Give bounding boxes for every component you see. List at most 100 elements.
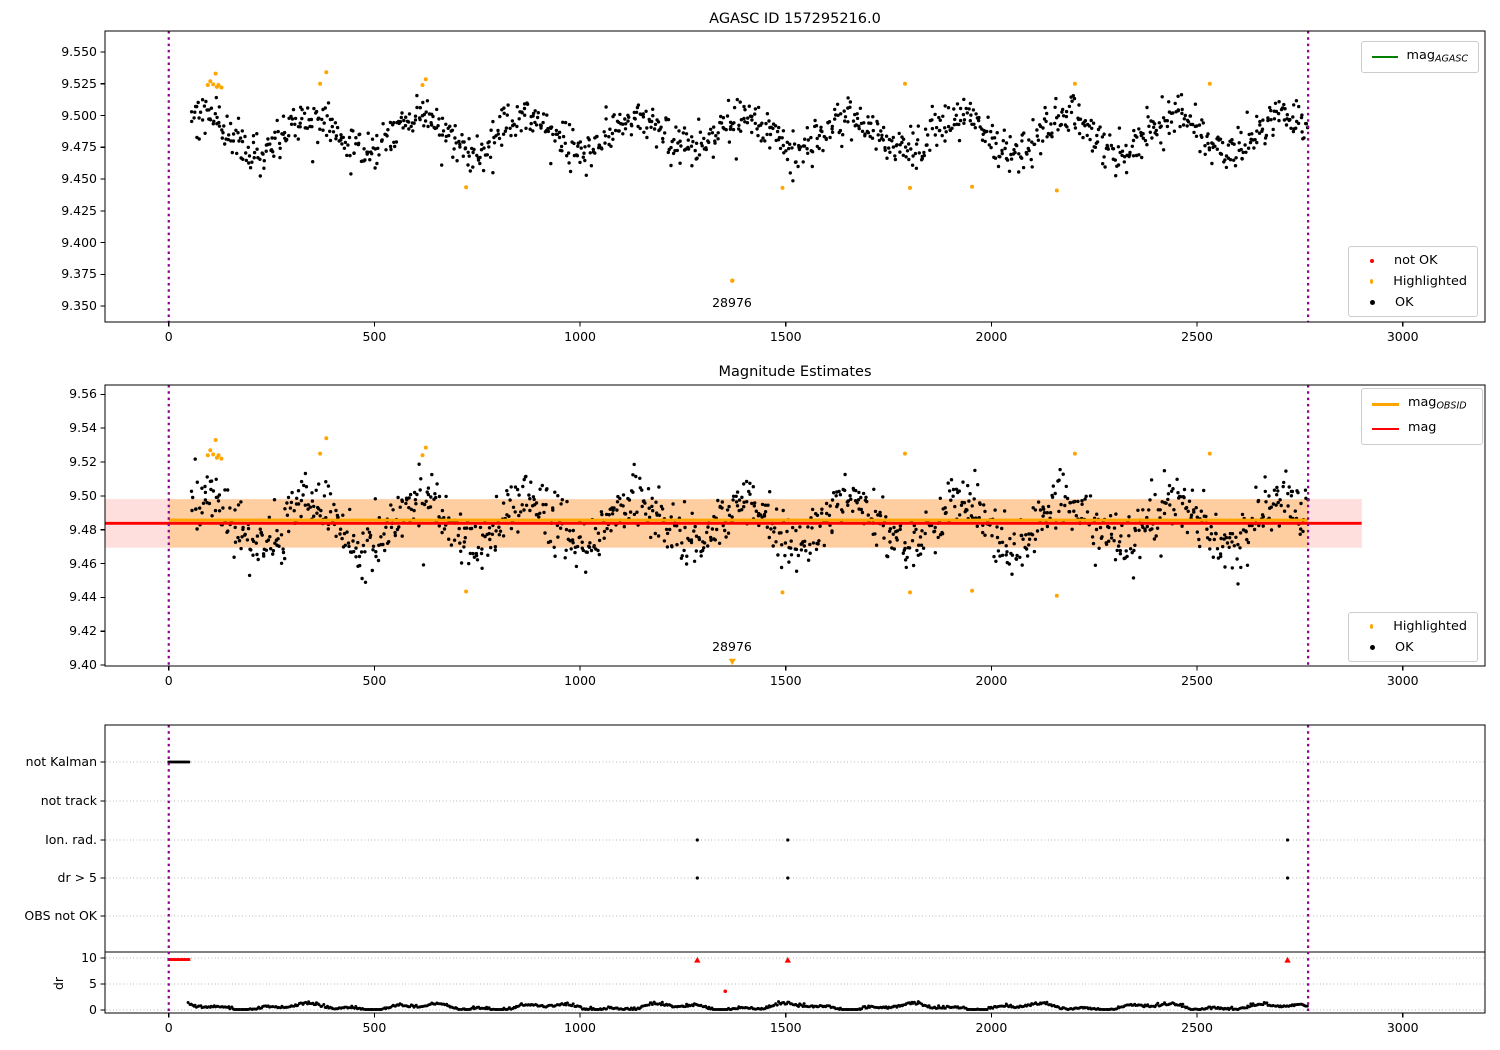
legend-item-label: Highlighted (1393, 274, 1467, 289)
y-tick-label: 9.50 (69, 487, 97, 503)
y-tick-label: 9.425 (61, 202, 97, 218)
dr-tick-label: 10 (81, 950, 97, 965)
ok-marker-icon (1370, 300, 1375, 305)
dr-curve (186, 1000, 1309, 1011)
dr-clip-triangles (694, 956, 1291, 963)
y-tick-label: 9.44 (69, 589, 97, 605)
annotated-point-top (730, 278, 735, 283)
y-tick-label: 9.54 (69, 420, 97, 436)
middle-plot-title: Magnitude Estimates (718, 364, 872, 380)
dr-clip-run (167, 958, 191, 961)
x-tick-label: 1000 (564, 329, 596, 344)
x-tick-label: 2000 (975, 1020, 1008, 1035)
axes-spines (104, 384, 1486, 667)
flag-row-label: not track (40, 793, 97, 808)
x-tick-label: 1500 (769, 673, 802, 688)
x-tick-label: 0 (164, 329, 173, 344)
highlighted-marker-icon (1370, 279, 1374, 284)
top-plot-title: AGASC ID 157295216.0 (709, 11, 881, 27)
legend-item: not OK (1359, 252, 1467, 269)
clipped-point-triangle-middle (728, 658, 736, 665)
legend-line-swatch (1372, 56, 1398, 58)
x-tick-label: 500 (362, 673, 387, 688)
top-marker-legend: not OK Highlighted OK (1348, 246, 1478, 317)
y-tick-label: 9.500 (61, 107, 97, 123)
x-tick-label: 500 (362, 1020, 387, 1035)
y-tick-label: 9.52 (69, 454, 97, 470)
mag-line-swatch (1372, 427, 1399, 430)
legend-item: OK (1359, 294, 1467, 311)
x-tick-label: 2500 (1181, 329, 1213, 344)
legend-item: magOBSID (1372, 394, 1472, 415)
x-tick-label: 1000 (564, 673, 596, 688)
y-tick-label: 9.56 (69, 386, 97, 402)
not-ok-dr-point (723, 989, 728, 994)
y-tick-label: 9.475 (61, 139, 97, 155)
y-tick-label: 9.42 (69, 623, 97, 639)
legend-item-label: OK (1395, 295, 1414, 310)
top-line-legend: magAGASC (1361, 41, 1479, 73)
legend-item: mag (1372, 419, 1472, 440)
tick-marks (100, 51, 1404, 327)
x-tick-label: 0 (164, 673, 173, 688)
legend-item-label: mag (1408, 419, 1437, 435)
legend-item: Highlighted (1359, 618, 1467, 635)
obsid-annotation-top: 28976 (712, 295, 752, 310)
obsid-annotation-middle: 28976 (712, 639, 752, 654)
x-tick-label: 3000 (1386, 673, 1419, 688)
highlighted-points-top (205, 70, 1212, 193)
x-tick-label: 1000 (564, 1020, 596, 1035)
x-tick-label: 1500 (769, 329, 802, 344)
legend-item-label: Highlighted (1393, 619, 1467, 634)
y-tick-label: 9.525 (61, 75, 97, 91)
legend-item: magAGASC (1372, 47, 1468, 68)
flag-gridlines (106, 761, 1484, 1011)
not-ok-marker-icon (1370, 258, 1374, 263)
y-tick-label: 9.375 (61, 266, 97, 282)
tick-marks (100, 761, 1404, 1018)
flag-row-label: not Kalman (25, 754, 97, 769)
highlighted-marker-icon (1370, 624, 1374, 629)
tick-marks (100, 393, 1404, 671)
middle-marker-legend: Highlighted OK (1348, 612, 1478, 662)
x-tick-label: 3000 (1386, 329, 1419, 344)
y-tick-label: 9.450 (61, 171, 97, 187)
y-tick-label: 9.350 (61, 298, 97, 314)
y-tick-label: 9.400 (61, 234, 97, 250)
ok-marker-icon (1370, 645, 1375, 650)
dr-tick-label: 0 (89, 1002, 97, 1017)
x-tick-label: 3000 (1386, 1020, 1419, 1035)
legend-item-label: magOBSID (1408, 395, 1467, 412)
y-tick-label: 9.40 (69, 657, 97, 673)
ok-points-top (189, 93, 1310, 183)
flag-row-label: Ion. rad. (45, 832, 97, 847)
x-tick-label: 2500 (1181, 673, 1213, 688)
mag-obsid-line-swatch (1372, 402, 1399, 406)
legend-item-label: magAGASC (1406, 47, 1468, 65)
x-tick-label: 500 (362, 329, 387, 344)
ion-rad-points (695, 838, 1290, 842)
x-tick-label: 2000 (975, 673, 1008, 688)
legend-item-label: OK (1395, 640, 1414, 655)
y-tick-label: 9.46 (69, 555, 97, 571)
dr-tick-label: 5 (89, 976, 97, 991)
flag-row-label: OBS not OK (24, 908, 97, 923)
flag-row-label: dr > 5 (57, 870, 97, 885)
x-tick-label: 1500 (769, 1020, 802, 1035)
dr-gt5-points (695, 876, 1290, 880)
axes-spines (104, 724, 1486, 1014)
x-tick-label: 0 (164, 1020, 173, 1035)
y-tick-label: 9.550 (61, 43, 97, 59)
x-tick-label: 2500 (1181, 1020, 1213, 1035)
not-kalman-run (167, 760, 191, 764)
x-tick-label: 2000 (975, 329, 1008, 344)
legend-item: OK (1359, 639, 1467, 656)
legend-item-label: not OK (1394, 253, 1438, 268)
y-tick-label: 9.48 (69, 521, 97, 537)
highlighted-points-middle (205, 436, 1212, 598)
middle-line-legend: magOBSID mag (1361, 388, 1483, 445)
axes-spines (104, 30, 1486, 323)
legend-item: Highlighted (1359, 273, 1467, 290)
